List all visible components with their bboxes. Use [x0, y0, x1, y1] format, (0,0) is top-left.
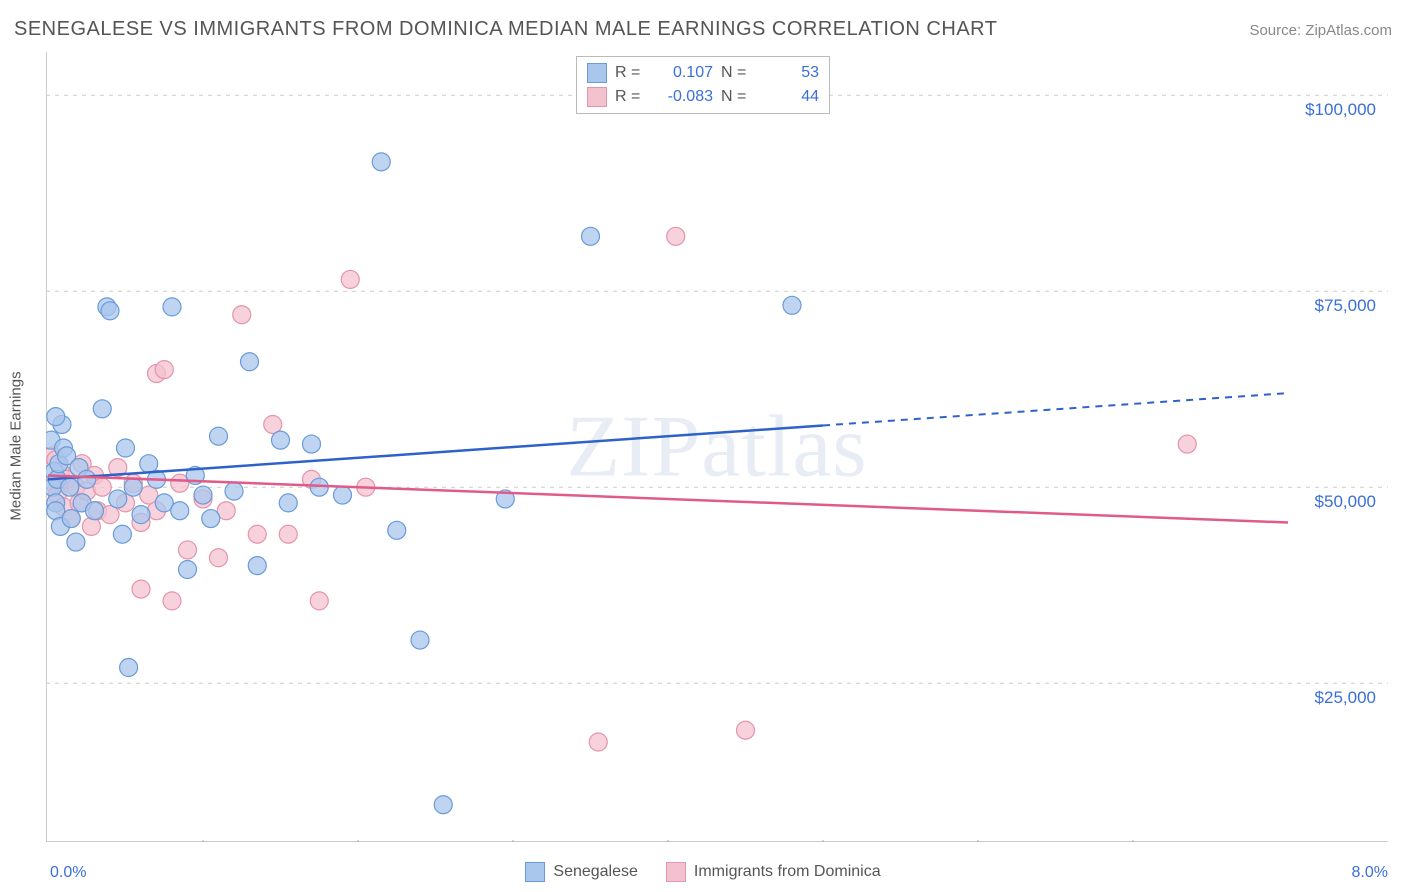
svg-text:$100,000: $100,000 — [1305, 100, 1376, 119]
r-label: R = — [615, 88, 645, 106]
svg-text:$25,000: $25,000 — [1315, 688, 1376, 707]
series-legend: Senegalese Immigrants from Dominica — [0, 852, 1406, 892]
r-label: R = — [615, 64, 645, 82]
legend-item-swatch-1 — [666, 862, 686, 882]
legend-item-0: Senegalese — [525, 862, 638, 882]
source-label: Source: ZipAtlas.com — [1249, 22, 1392, 39]
legend-swatch-1 — [587, 87, 607, 107]
legend-row-series-0: R = 0.107 N = 53 — [587, 61, 819, 85]
chart-title: SENEGALESE VS IMMIGRANTS FROM DOMINICA M… — [14, 18, 997, 41]
y-axis-label: Median Male Earnings — [8, 371, 25, 520]
r-value-1: -0.083 — [653, 88, 713, 106]
svg-text:$50,000: $50,000 — [1315, 492, 1376, 511]
n-label: N = — [721, 88, 751, 106]
legend-item-label-0: Senegalese — [553, 863, 638, 881]
plot-wrapper: $25,000$50,000$75,000$100,000 ZIPatlas — [46, 52, 1388, 842]
r-value-0: 0.107 — [653, 64, 713, 82]
legend-item-label-1: Immigrants from Dominica — [694, 863, 881, 881]
chart-svg: $25,000 $50,000 $75,000 $100,000 — [46, 52, 1388, 842]
n-value-1: 44 — [759, 88, 819, 106]
legend-item-1: Immigrants from Dominica — [666, 862, 881, 882]
correlation-legend: R = 0.107 N = 53 R = -0.083 N = 44 — [576, 56, 830, 114]
legend-item-swatch-0 — [525, 862, 545, 882]
legend-row-series-1: R = -0.083 N = 44 — [587, 85, 819, 109]
legend-swatch-0 — [587, 63, 607, 83]
n-label: N = — [721, 64, 751, 82]
n-value-0: 53 — [759, 64, 819, 82]
svg-text:$75,000: $75,000 — [1315, 296, 1376, 315]
